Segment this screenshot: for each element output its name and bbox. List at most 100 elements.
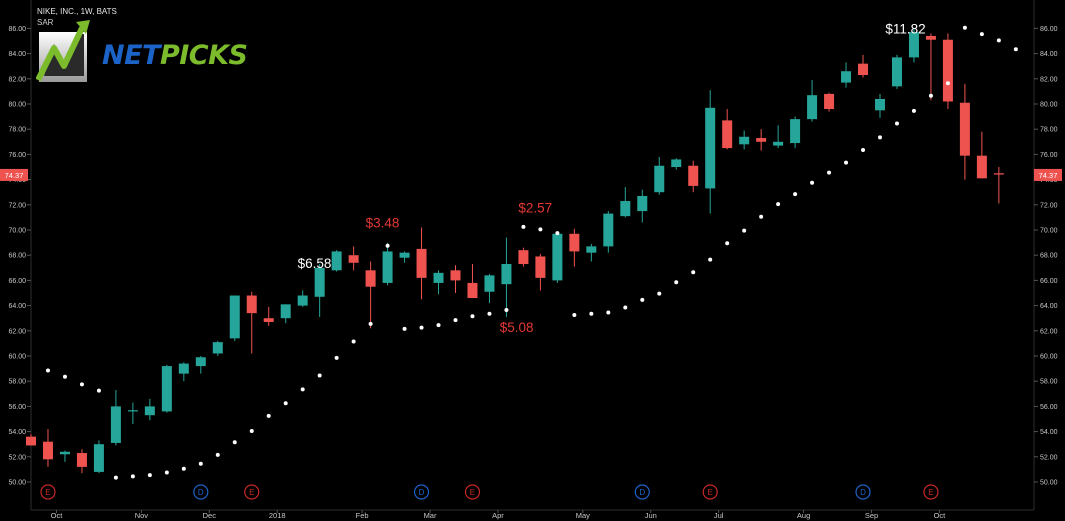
candle-body: [246, 295, 257, 314]
chart-header: NIKE, INC., 1W, BATS SAR: [37, 6, 117, 28]
y-tick-label-left: 58.00: [8, 379, 26, 386]
sar-dot: [572, 313, 577, 318]
price-annotation: $3.48: [366, 215, 400, 230]
sar-dot: [79, 382, 84, 387]
sar-dot: [538, 227, 543, 232]
last-price-tag-bg: [0, 168, 28, 181]
x-tick-label: Feb: [356, 511, 369, 520]
sar-dot: [1013, 47, 1018, 52]
y-tick-label-left: 82.00: [8, 76, 26, 83]
sar-dot: [504, 308, 509, 313]
y-tick-label-left: 64.00: [8, 303, 26, 310]
sar-dot: [198, 461, 203, 466]
price-annotation: $5.08: [500, 320, 534, 335]
candle-body: [178, 363, 189, 374]
netpicks-logo: NETPICKS: [35, 20, 281, 86]
sar-dot: [945, 81, 950, 86]
sar-dot: [962, 25, 967, 30]
y-tick-label-right: 84.00: [1040, 51, 1058, 58]
candle-body: [773, 141, 784, 146]
logo-word-picks: PICKS: [159, 40, 248, 71]
event-letter: D: [419, 488, 425, 497]
y-tick-label-right: 62.00: [1040, 328, 1058, 335]
sar-dot: [266, 413, 271, 418]
candle-body: [569, 233, 580, 252]
y-tick-label-left: 72.00: [8, 202, 26, 209]
y-tick-label-left: 62.00: [8, 328, 26, 335]
x-tick-label: Apr: [492, 511, 504, 520]
sar-dot: [487, 311, 492, 316]
candle-body: [841, 71, 852, 83]
x-tick-label: Mar: [424, 511, 437, 520]
sar-dot: [657, 291, 662, 296]
candle-body: [297, 295, 308, 306]
y-tick-label-right: 68.00: [1040, 253, 1058, 260]
sar-dot: [589, 311, 594, 316]
last-price-tag-bg: [1034, 168, 1062, 181]
x-tick-label: 2018: [269, 511, 286, 520]
time-axis: Oct Nov Dec 2018 Feb Mar Apr May Jun Jul Aug Sep Oct: [51, 510, 947, 520]
candle-body: [280, 304, 291, 319]
y-tick-label-left: 78.00: [8, 127, 26, 134]
sar-dot: [300, 387, 305, 392]
candle-body: [858, 63, 869, 76]
x-tick-label: Aug: [797, 511, 810, 520]
candle-body: [891, 57, 902, 87]
candle-body: [195, 357, 206, 367]
candle-body: [654, 165, 665, 193]
candle-body: [331, 251, 342, 271]
candle-body: [552, 233, 563, 281]
y-tick-label-left: 60.00: [8, 354, 26, 361]
event-letter: E: [470, 488, 475, 497]
x-tick-label: Jun: [645, 511, 657, 520]
candle-body: [739, 136, 750, 145]
candle-body: [586, 246, 597, 253]
sar-dot: [283, 401, 288, 406]
dividend-marker: D: [855, 484, 871, 500]
sar-dot: [691, 270, 696, 275]
y-tick-label-right: 50.00: [1040, 480, 1058, 487]
event-circle: [413, 484, 430, 500]
event-letter: D: [198, 488, 204, 497]
sar-dot: [759, 214, 764, 219]
right-price-axis: 50.00 52.00 54.00 56.00 58.00 60.00 62.00 64.00…: [1034, 26, 1058, 487]
sar-dot: [402, 326, 407, 331]
x-tick-label: Oct: [51, 511, 64, 520]
candle-body: [807, 95, 818, 120]
sar-dot: [62, 374, 67, 379]
candle-body: [26, 436, 36, 446]
y-tick-label-left: 66.00: [8, 278, 26, 285]
sar-dot: [130, 474, 135, 479]
candle-body: [535, 256, 546, 278]
y-tick-label-right: 78.00: [1040, 127, 1058, 134]
y-tick-label-right: 72.00: [1040, 202, 1058, 209]
candle-body: [348, 255, 359, 263]
sar-dot: [334, 355, 339, 360]
candle-body: [59, 451, 70, 455]
sar-dot: [45, 368, 50, 373]
candle-body: [365, 270, 376, 287]
sar-dot: [147, 473, 152, 478]
sar-dot: [894, 121, 899, 126]
candle-body: [263, 318, 274, 322]
event-circle: [464, 484, 481, 500]
y-tick-label-right: 70.00: [1040, 228, 1058, 235]
sar-dot: [640, 297, 645, 302]
candle-body: [93, 444, 104, 472]
x-tick-label: Oct: [934, 511, 947, 520]
sar-dot: [436, 323, 441, 328]
candle-body: [875, 98, 885, 111]
sar-dot: [979, 32, 984, 37]
left-price-axis: 50.00 52.00 54.00 56.00 58.00 60.00 62.00 64.00…: [8, 26, 31, 487]
price-annotation: $6.58: [298, 256, 332, 271]
candle-body: [399, 252, 410, 258]
logo-word-net: NET: [102, 40, 160, 71]
event-circle: [244, 484, 260, 500]
event-letter: E: [45, 488, 50, 497]
x-tick-label: Dec: [203, 511, 217, 520]
y-tick-label-left: 76.00: [8, 152, 26, 159]
y-tick-label-right: 52.00: [1040, 454, 1058, 461]
candle-body: [518, 250, 529, 265]
earnings-marker: E: [464, 484, 481, 500]
